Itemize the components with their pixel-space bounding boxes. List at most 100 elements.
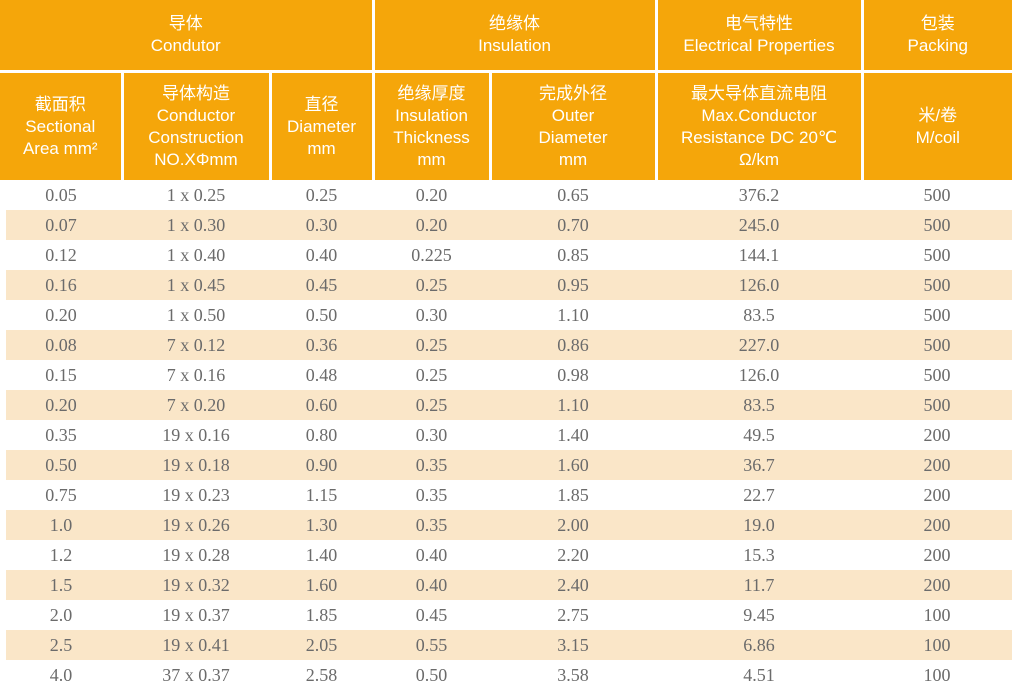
table-row: 1.5 19 x 0.32 1.60 0.40 2.40 11.7 200: [0, 570, 1012, 600]
table-cell: 2.58: [305, 664, 338, 685]
table-cell: 0.80: [305, 424, 338, 445]
column-header-line: Sectional: [25, 116, 96, 136]
table-cell: 200: [923, 424, 951, 445]
table-cell: 1 x 0.25: [166, 184, 226, 205]
table-cell: 1.2: [49, 544, 73, 565]
table-cell: 0.55: [373, 630, 491, 660]
table-row: 2.5 19 x 0.41 2.05 0.55 3.15 6.86 100: [0, 630, 1012, 660]
table-cell: 1 x 0.30: [122, 210, 270, 240]
table-cell: 500: [923, 184, 951, 205]
table-cell: 0.07: [0, 210, 122, 240]
table-cell: 0.35: [373, 510, 491, 540]
table-cell: 0.35: [415, 484, 448, 505]
table-cell: 0.20: [415, 184, 448, 205]
group-label-en: Electrical Properties: [683, 36, 835, 55]
table-cell: 1.5: [0, 570, 122, 600]
table-cell: 0.36: [270, 330, 374, 360]
table-cell: 376.2: [738, 184, 780, 205]
table-cell: 2.5: [0, 630, 122, 660]
table-cell: 0.48: [305, 364, 338, 385]
table-cell: 0.25: [415, 364, 448, 385]
table-cell: 0.30: [415, 304, 448, 325]
column-group-header: 导体 Condutor: [0, 0, 375, 73]
table-cell: 19.0: [656, 510, 863, 540]
table-cell: 3.15: [490, 630, 657, 660]
column-group-header-row: 导体 Condutor 绝缘体 Insulation 电气特性 Electrical Pr…: [0, 0, 1012, 73]
column-header-line: 直径: [304, 94, 339, 114]
table-cell: 2.0: [49, 604, 73, 625]
table-cell: 1.10: [490, 390, 657, 420]
table-row: 0.05 1 x 0.25 0.25 0.20 0.65 376.2 500: [0, 180, 1012, 210]
table-cell: 100: [923, 604, 951, 625]
table-cell: 0.25: [373, 390, 491, 420]
table-cell: 1.40: [305, 544, 338, 565]
table-cell: 0.25: [305, 184, 338, 205]
column-header-line: Max.Conductor: [701, 105, 817, 125]
table-cell: 19 x 0.41: [122, 630, 270, 660]
table-cell: 7 x 0.16: [166, 364, 226, 385]
table-cell: 500: [923, 244, 951, 265]
table-cell: 500: [862, 330, 1012, 360]
table-cell: 1.60: [490, 450, 657, 480]
table-cell: 0.20: [373, 210, 491, 240]
table-cell: 19 x 0.28: [162, 544, 230, 565]
column-header-line: NO.XΦmm: [154, 149, 238, 169]
table-cell: 15.3: [743, 544, 775, 565]
table-cell: 0.25: [373, 270, 491, 300]
column-header-line: mm: [417, 149, 446, 169]
column-header: 截面积 Sectional Area mm²: [0, 71, 124, 180]
column-header: 最大导体直流电阻 Max.Conductor Resistance DC 20℃ Ω/…: [656, 71, 864, 180]
table-cell: 0.90: [270, 450, 374, 480]
table-cell: 0.86: [490, 330, 657, 360]
group-label-en: Condutor: [150, 36, 221, 55]
table-cell: 0.30: [270, 210, 374, 240]
column-header-line: Construction: [148, 127, 244, 147]
table-cell: 500: [862, 270, 1012, 300]
table-cell: 7 x 0.12: [122, 330, 270, 360]
column-header-line: 米/卷: [918, 105, 958, 125]
table-cell: 200: [862, 450, 1012, 480]
table-cell: 19 x 0.23: [162, 484, 230, 505]
table-cell: 4.51: [743, 664, 775, 685]
table-cell: 500: [862, 390, 1012, 420]
table-cell: 19 x 0.26: [122, 510, 270, 540]
column-header: 导体构造 Conductor Construction NO.XΦmm: [122, 71, 272, 180]
table-cell: 200: [923, 484, 951, 505]
column-header-line: Conductor: [156, 105, 236, 125]
column-group-header: 电气特性 Electrical Properties: [656, 0, 864, 73]
table-row: 0.08 7 x 0.12 0.36 0.25 0.86 227.0 500: [0, 330, 1012, 360]
table-cell: 1 x 0.45: [122, 270, 270, 300]
table-cell: 2.40: [490, 570, 657, 600]
column-header-line: Ω/km: [738, 149, 780, 169]
table-cell: 0.50: [0, 450, 122, 480]
table-cell: 1.10: [557, 304, 589, 325]
table-cell: 0.35: [45, 424, 77, 445]
column-header-line: Resistance DC 20℃: [680, 127, 838, 147]
table-row: 0.07 1 x 0.30 0.30 0.20 0.70 245.0 500: [0, 210, 1012, 240]
column-header: 米/卷 M/coil: [862, 71, 1012, 180]
table-cell: 126.0: [656, 270, 863, 300]
table-cell: 2.00: [490, 510, 657, 540]
table-cell: 0.35: [373, 450, 491, 480]
table-cell: 49.5: [743, 424, 775, 445]
group-label-zh: 导体: [168, 14, 203, 33]
table-cell: 1.85: [305, 604, 338, 625]
table-cell: 0.15: [45, 364, 77, 385]
table-cell: 0.50: [415, 664, 448, 685]
table-cell: 500: [862, 210, 1012, 240]
table-cell: 227.0: [656, 330, 863, 360]
table-row: 0.50 19 x 0.18 0.90 0.35 1.60 36.7 200: [0, 450, 1012, 480]
table-cell: 0.98: [557, 364, 589, 385]
table-cell: 0.25: [373, 330, 491, 360]
table-cell: 11.7: [656, 570, 863, 600]
group-label-en: Insulation: [478, 36, 551, 55]
table-cell: 0.70: [490, 210, 657, 240]
table-cell: 100: [862, 630, 1012, 660]
column-header-line: 最大导体直流电阻: [691, 83, 828, 103]
table-row: 0.75 19 x 0.23 1.15 0.35 1.85 22.7 200: [0, 480, 1012, 510]
table-cell: 0.50: [305, 304, 338, 325]
table-cell: 0.05: [45, 184, 77, 205]
table-cell: 1 x 0.50: [166, 304, 226, 325]
table-cell: 0.225: [411, 244, 452, 265]
